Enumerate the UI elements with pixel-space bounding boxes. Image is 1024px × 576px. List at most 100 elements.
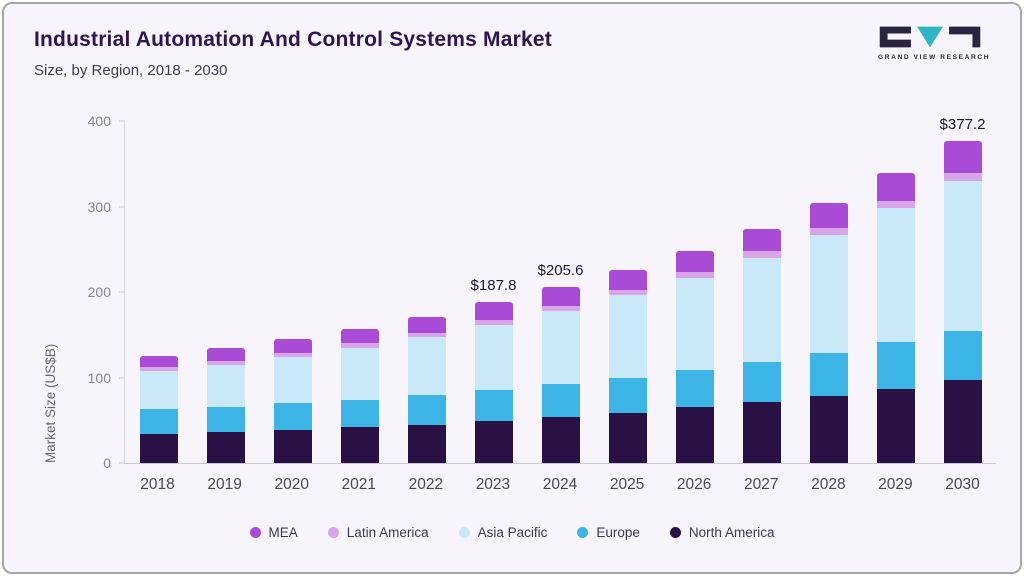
bar-segment-asia-pacific xyxy=(139,370,178,410)
legend-dot-icon xyxy=(669,527,681,538)
bar-segment-latin-america xyxy=(273,352,312,357)
bar-segment-latin-america xyxy=(340,343,379,348)
bar-segment-europe xyxy=(407,395,446,425)
bar-stack xyxy=(407,317,446,463)
y-tick-label-100: 100 xyxy=(87,369,111,386)
bar-segment-mea xyxy=(139,355,178,368)
bar-segment-asia-pacific xyxy=(474,324,513,391)
x-axis-label-2029: 2029 xyxy=(878,476,913,493)
bar-segment-asia-pacific xyxy=(809,234,848,353)
plot-area: Market Size (US$B) $187.8 $205.6 $377.2 0 1… xyxy=(43,113,996,471)
bar-column-2023: $187.8 xyxy=(460,122,527,463)
bar-segment-mea xyxy=(474,302,513,320)
bar-stack xyxy=(541,287,580,463)
x-axis-label-2027: 2027 xyxy=(744,476,779,493)
legend-dot-icon xyxy=(458,527,470,538)
x-axis-label-2024: 2024 xyxy=(542,476,578,493)
y-tick-mark xyxy=(119,462,125,464)
bar-segment-mea xyxy=(809,202,848,228)
bar-stack xyxy=(742,228,781,463)
bar-segment-north-america xyxy=(943,380,982,463)
bar-segment-asia-pacific xyxy=(206,364,245,407)
bar-segment-north-america xyxy=(273,429,312,463)
bar-segment-europe xyxy=(206,406,245,433)
legend-dot-icon xyxy=(327,527,339,538)
bar-column-2028 xyxy=(795,122,862,463)
legend-item-latin-america: Latin America xyxy=(327,525,429,540)
y-tick-label-300: 300 xyxy=(87,198,111,215)
y-tick-label-400: 400 xyxy=(87,113,111,129)
x-axis-label-2030: 2030 xyxy=(945,476,980,493)
x-axis-label-2028: 2028 xyxy=(811,476,846,493)
chart-subtitle: Size, by Region, 2018 - 2030 xyxy=(34,62,228,79)
bars-container: $187.8 $205.6 $377.2 xyxy=(125,116,996,463)
bar-segment-europe xyxy=(608,377,647,413)
bar-segment-europe xyxy=(474,390,513,422)
bar-segment-asia-pacific xyxy=(541,310,580,385)
bar-segment-north-america xyxy=(809,396,848,463)
bar-segment-latin-america xyxy=(943,173,982,181)
y-axis-title: Market Size (US$B) xyxy=(43,343,58,463)
bar-segment-asia-pacific xyxy=(340,347,379,400)
bar-segment-latin-america xyxy=(742,251,781,258)
bar-segment-europe xyxy=(675,369,714,408)
legend-item-north-america: North America xyxy=(669,525,775,540)
bar-column-2019 xyxy=(192,122,259,463)
bar-segment-north-america xyxy=(675,407,714,463)
x-axis-label-2020: 2020 xyxy=(274,476,309,493)
bar-stack xyxy=(474,302,513,463)
y-tick-mark xyxy=(119,377,125,378)
bar-segment-north-america xyxy=(139,433,178,463)
legend-label: Europe xyxy=(596,525,640,540)
bar-segment-latin-america xyxy=(206,360,245,365)
bar-segment-asia-pacific xyxy=(876,208,915,343)
gvr-logo-icon xyxy=(879,26,981,48)
bar-segment-north-america xyxy=(876,388,915,463)
bar-segment-latin-america xyxy=(407,332,446,338)
bar-stack xyxy=(273,339,312,463)
bar-segment-asia-pacific xyxy=(608,295,647,378)
y-tick-label-0: 0 xyxy=(103,455,111,471)
bar-value-label: $205.6 xyxy=(537,262,584,280)
x-axis-label-2019: 2019 xyxy=(207,476,242,493)
bar-segment-europe xyxy=(541,384,580,417)
bar-stack xyxy=(943,140,982,463)
bar-segment-europe xyxy=(139,409,178,434)
bar-segment-latin-america xyxy=(474,319,513,325)
bar-stack xyxy=(876,173,915,463)
legend-item-asia-pacific: Asia Pacific xyxy=(458,525,548,540)
bar-segment-north-america xyxy=(608,412,647,463)
bar-segment-europe xyxy=(809,352,848,397)
bar-segment-asia-pacific xyxy=(273,357,312,404)
bar-stack xyxy=(340,328,379,463)
x-axis-label-2018: 2018 xyxy=(140,476,175,493)
legend-item-mea: MEA xyxy=(249,525,298,540)
y-tick-mark xyxy=(119,206,125,207)
bar-segment-mea xyxy=(340,328,379,344)
bar-column-2020 xyxy=(259,122,326,463)
bar-column-2030: $377.2 xyxy=(929,116,996,463)
chart-legend: MEA Latin America Asia Pacific Europe North … xyxy=(4,525,1020,540)
bar-segment-north-america xyxy=(541,416,580,463)
x-axis-label-2023: 2023 xyxy=(475,476,511,493)
bar-segment-north-america xyxy=(474,421,513,463)
bar-column-2027 xyxy=(728,122,795,463)
bar-column-2029 xyxy=(862,122,929,463)
chart-header: Industrial Automation And Control System… xyxy=(34,28,552,79)
bar-segment-mea xyxy=(206,348,245,361)
legend-item-europe: Europe xyxy=(577,525,640,540)
bar-stack xyxy=(809,202,848,463)
y-tick-mark xyxy=(119,120,125,122)
bar-column-2018 xyxy=(125,122,192,463)
bar-segment-europe xyxy=(340,399,379,428)
bar-segment-mea xyxy=(876,173,915,201)
logo-text: GRAND VIEW RESEARCH xyxy=(878,54,991,61)
bar-segment-europe xyxy=(273,403,312,430)
bar-segment-mea xyxy=(675,251,714,272)
bar-segment-mea xyxy=(273,339,312,353)
chart-title: Industrial Automation And Control System… xyxy=(34,28,552,51)
x-axis-label-2021: 2021 xyxy=(341,476,377,493)
grand-view-research-logo: GRAND VIEW RESEARCH xyxy=(878,24,991,61)
legend-label: North America xyxy=(688,525,775,540)
legend-label: Asia Pacific xyxy=(477,525,548,540)
